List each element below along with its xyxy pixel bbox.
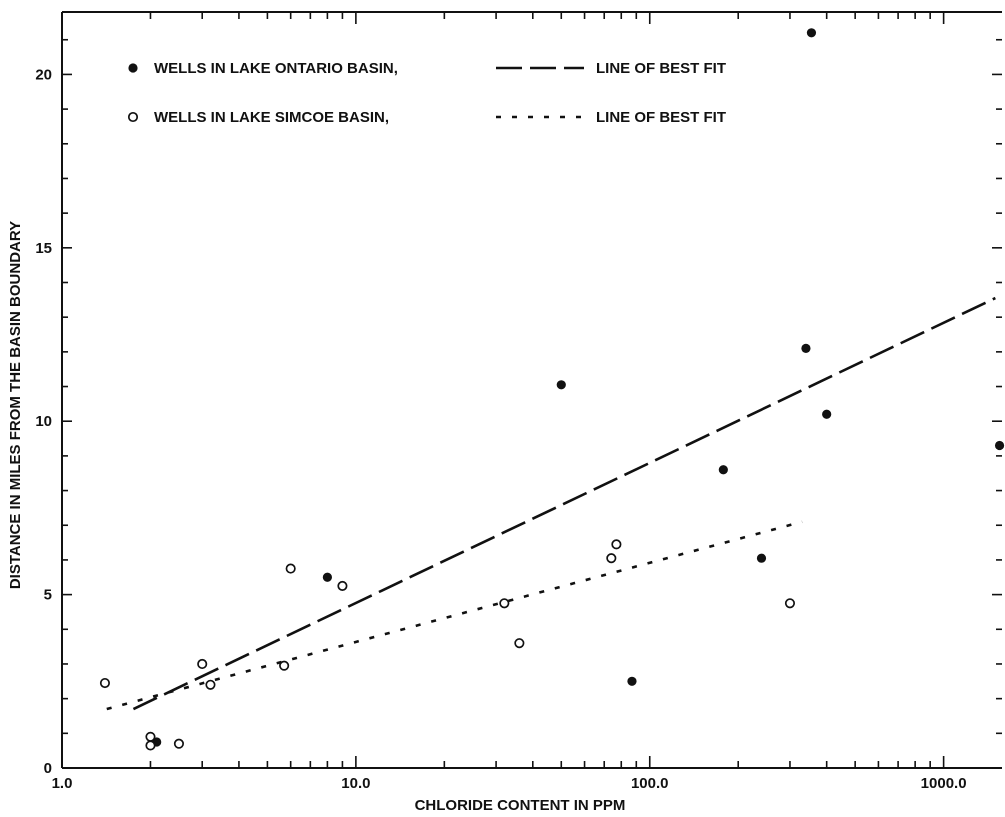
- legend-marker-open: [127, 111, 139, 123]
- x-tick-label: 1000.0: [921, 775, 967, 792]
- x-tick-label: 100.0: [631, 775, 669, 792]
- best-fit-lines: [106, 296, 996, 711]
- ontario-well-point: [322, 572, 332, 582]
- simcoe-well-point: [145, 740, 156, 751]
- simcoe-well-point: [337, 580, 348, 591]
- simcoe-well-point: [514, 638, 525, 649]
- x-tick-label: 1.0: [52, 775, 73, 792]
- ontario-well-point: [627, 676, 637, 686]
- y-tick-label: 20: [35, 66, 52, 83]
- y-tick-label: 0: [44, 760, 52, 777]
- ontario-best-fit-line: [132, 296, 996, 711]
- simcoe-well-point: [173, 738, 184, 749]
- legend-series-label: WELLS IN LAKE ONTARIO BASIN,: [154, 60, 398, 77]
- ontario-well-point: [556, 380, 566, 390]
- simcoe-well-point: [611, 539, 622, 550]
- y-axis-title: DISTANCE IN MILES FROM THE BASIN BOUNDAR…: [7, 221, 24, 589]
- simcoe-well-point: [145, 731, 156, 742]
- data-points: [99, 28, 1005, 751]
- x-axis-title: CHLORIDE CONTENT IN PPM: [415, 797, 626, 814]
- simcoe-well-point: [205, 679, 216, 690]
- ontario-well-point: [822, 409, 832, 419]
- legend: WELLS IN LAKE ONTARIO BASIN, LINE OF BEST…: [127, 60, 726, 126]
- x-tick-label: 10.0: [341, 775, 370, 792]
- legend-series-label: WELLS IN LAKE SIMCOE BASIN,: [154, 109, 389, 126]
- axis-ticks: 0 5 10 15 20 1.0 10.0 100.0 1000.0: [35, 12, 1002, 792]
- y-tick-label: 15: [35, 240, 52, 257]
- simcoe-well-point: [285, 563, 296, 574]
- plot-frame: [61, 11, 1002, 769]
- y-tick-label: 5: [44, 587, 52, 604]
- legend-marker-filled: [128, 63, 138, 73]
- simcoe-well-point: [499, 598, 510, 609]
- ontario-well-point: [806, 28, 817, 38]
- simcoe-well-point: [606, 553, 617, 564]
- simcoe-well-point: [279, 660, 290, 671]
- ontario-well-point: [718, 465, 728, 475]
- simcoe-well-point: [784, 598, 796, 609]
- ontario-well-point: [994, 440, 1005, 451]
- y-tick-label: 10: [35, 413, 52, 430]
- ontario-well-point: [756, 553, 767, 563]
- legend-fit-label: LINE OF BEST FIT: [596, 60, 726, 77]
- simcoe-well-point: [197, 658, 208, 670]
- simcoe-well-point: [99, 677, 110, 689]
- ontario-well-point: [801, 343, 811, 353]
- legend-fit-label: LINE OF BEST FIT: [596, 109, 726, 126]
